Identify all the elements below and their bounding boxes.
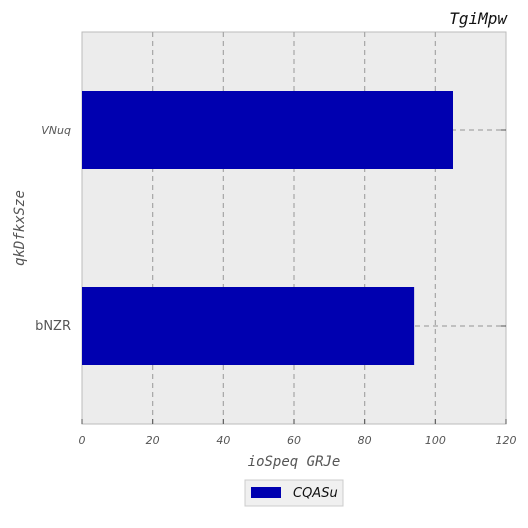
x-tick-label: 20 [146,434,160,447]
x-tick-label: 60 [287,434,301,447]
x-ticks: 0 20 40 60 80 100 120 [79,419,517,447]
x-tick-label: 80 [358,434,372,447]
y-tick-label: VNuq [41,124,71,137]
bar-bNZR [82,287,415,365]
x-tick-label: 40 [216,434,230,447]
chart-title: TgiMpw [449,9,508,28]
legend: CQASu [244,479,344,507]
x-tick-label: 0 [79,434,86,447]
y-axis-label: qkDfkxSze [12,190,28,266]
legend-label: CQASu [293,486,338,501]
x-tick-label: 120 [496,434,517,447]
bars [82,91,453,365]
y-tick-label: bNZR [35,319,71,334]
legend-swatch [251,487,281,498]
x-tick-label: 100 [425,434,446,447]
y-ticks: VNuq bNZR [35,124,506,334]
bar-VNuq [82,91,453,169]
x-axis-label: ioSpeq GRJe [248,454,341,470]
